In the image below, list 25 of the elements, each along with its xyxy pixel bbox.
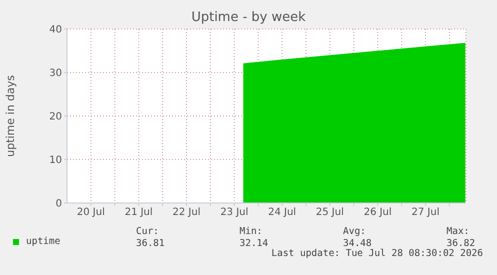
text: Cur:	[136, 226, 159, 237]
x-tick-label: 21 Jul	[124, 207, 153, 218]
y-tick-label: 30	[49, 68, 62, 80]
x-tick-label: 24 Jul	[268, 207, 296, 218]
y-tick-label: 10	[49, 155, 62, 166]
text: Min:	[240, 226, 262, 237]
chart-title: Uptime - by week	[190, 10, 307, 25]
text: 36.81	[136, 238, 165, 249]
text: Max:	[446, 226, 470, 237]
y-axis-title: uptime in days	[4, 74, 17, 157]
text: 32.14	[240, 238, 268, 249]
y-tick-label: 0	[56, 198, 62, 210]
legend-label: uptime	[26, 236, 60, 247]
x-tick-label: 25 Jul	[316, 207, 344, 218]
x-tick-label: 26 Jul	[364, 207, 392, 218]
x-tick-label: 22 Jul	[172, 207, 200, 218]
x-tick-label: 23 Jul	[220, 207, 248, 218]
text: 36.82	[446, 238, 476, 249]
text: 34.48	[343, 238, 372, 249]
x-tick-label: 27 Jul	[412, 207, 440, 218]
y-tick-label: 20	[49, 112, 62, 123]
text: Last update: Tue Jul 28 08:30:02 2026	[271, 248, 483, 259]
x-tick-label: 20 Jul	[76, 207, 105, 218]
text: Avg:	[343, 226, 366, 237]
y-tick-label: 40	[49, 24, 62, 36]
